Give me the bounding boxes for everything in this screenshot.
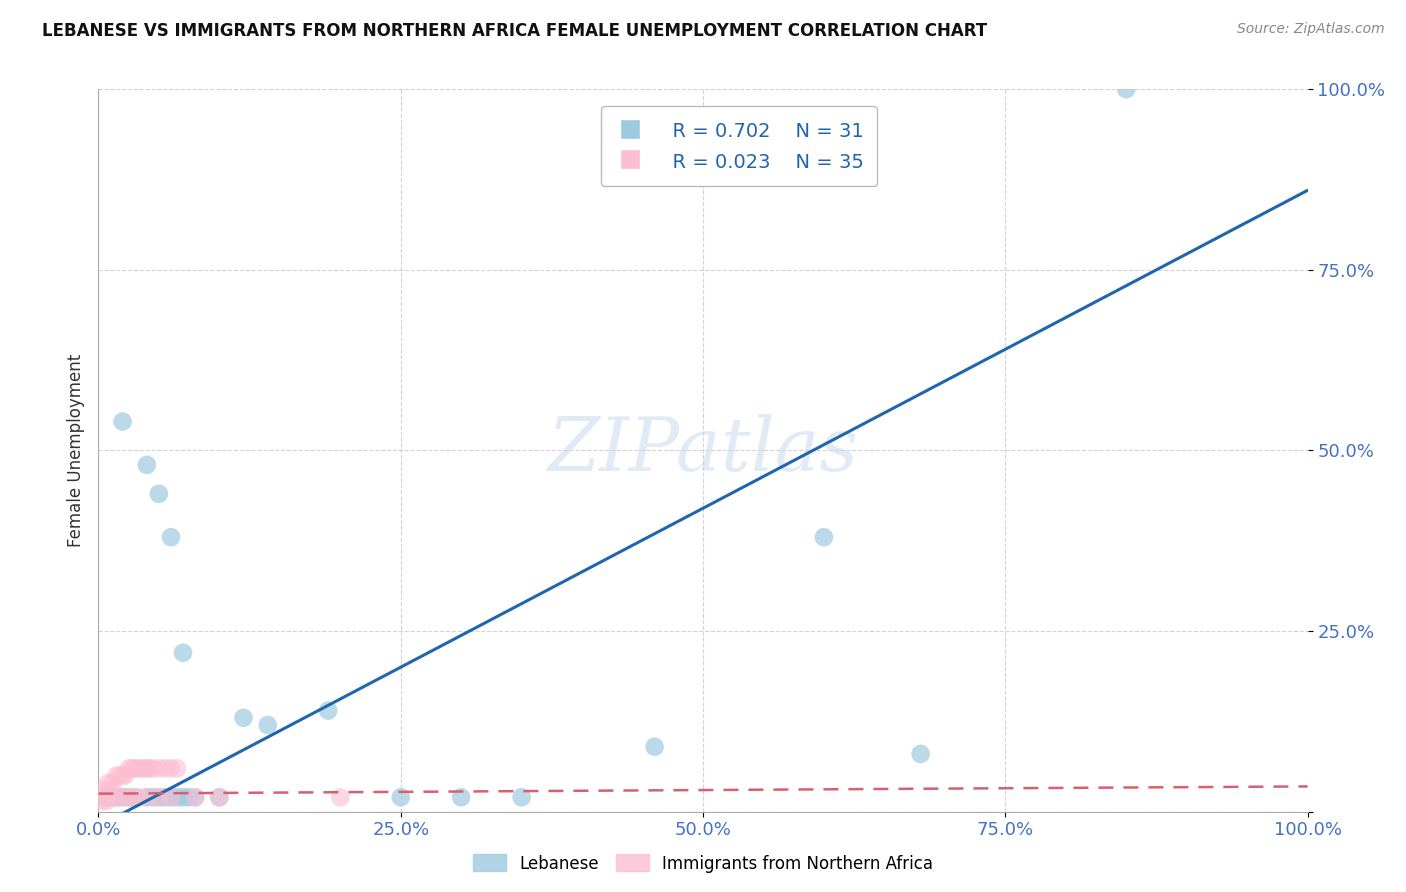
Point — [179, 790, 201, 805]
Point — [135, 790, 157, 805]
Point — [135, 790, 157, 805]
Point — [108, 790, 131, 805]
Point — [138, 761, 160, 775]
Point — [142, 790, 165, 805]
Point — [111, 769, 134, 783]
Point — [153, 790, 176, 805]
Point — [96, 794, 118, 808]
Point — [172, 646, 194, 660]
Point — [105, 769, 128, 783]
Point — [142, 761, 165, 775]
Point — [118, 761, 141, 775]
Point — [208, 790, 231, 805]
Point — [111, 790, 134, 805]
Point — [96, 790, 118, 805]
Point — [111, 415, 134, 429]
Point — [105, 790, 128, 805]
Point — [115, 790, 138, 805]
Point — [172, 790, 194, 805]
Point — [160, 761, 183, 775]
Point — [232, 711, 254, 725]
Text: LEBANESE VS IMMIGRANTS FROM NORTHERN AFRICA FEMALE UNEMPLOYMENT CORRELATION CHAR: LEBANESE VS IMMIGRANTS FROM NORTHERN AFR… — [42, 22, 987, 40]
Point — [121, 761, 143, 775]
Point — [93, 783, 115, 797]
Point — [813, 530, 835, 544]
Point — [166, 790, 188, 805]
Point — [124, 761, 146, 775]
Point — [316, 704, 339, 718]
Point — [135, 458, 157, 472]
Text: Source: ZipAtlas.com: Source: ZipAtlas.com — [1237, 22, 1385, 37]
Point — [389, 790, 412, 805]
Point — [510, 790, 533, 805]
Point — [103, 790, 125, 805]
Point — [93, 790, 115, 805]
Point — [148, 487, 170, 501]
Point — [134, 761, 156, 775]
Point — [208, 790, 231, 805]
Point — [101, 776, 124, 790]
Point — [97, 776, 120, 790]
Point — [184, 790, 207, 805]
Legend:   R = 0.702    N = 31,   R = 0.023    N = 35: R = 0.702 N = 31, R = 0.023 N = 35 — [602, 106, 877, 186]
Point — [329, 790, 352, 805]
Point — [160, 530, 183, 544]
Point — [148, 761, 170, 775]
Point — [135, 761, 157, 775]
Point — [114, 769, 136, 783]
Point — [910, 747, 932, 761]
Point — [120, 790, 142, 805]
Point — [127, 790, 149, 805]
Point — [153, 761, 176, 775]
Point — [148, 790, 170, 805]
Point — [184, 790, 207, 805]
Point — [166, 761, 188, 775]
Point — [148, 790, 170, 805]
Legend: Lebanese, Immigrants from Northern Africa: Lebanese, Immigrants from Northern Afric… — [465, 847, 941, 880]
Point — [256, 718, 278, 732]
Point — [644, 739, 666, 754]
Point — [100, 790, 122, 805]
Point — [127, 761, 149, 775]
Point — [1115, 82, 1137, 96]
Point — [160, 790, 183, 805]
Text: ZIPatlas: ZIPatlas — [547, 414, 859, 487]
Point — [129, 761, 152, 775]
Point — [160, 790, 183, 805]
Point — [108, 769, 131, 783]
Y-axis label: Female Unemployment: Female Unemployment — [66, 354, 84, 547]
Point — [118, 790, 141, 805]
Point — [100, 783, 122, 797]
Point — [124, 790, 146, 805]
Point — [91, 794, 114, 808]
Point — [450, 790, 472, 805]
